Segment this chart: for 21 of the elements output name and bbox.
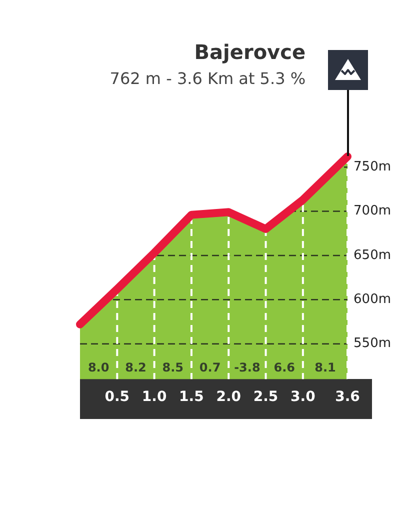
annotation: 8.2 (125, 360, 146, 374)
y-tick-label: 550m (354, 336, 392, 352)
x-tick-label: 3.0 (290, 389, 316, 406)
annotation: 8.1 (314, 360, 336, 374)
annotation: 8.5 (162, 360, 184, 374)
x-tick-label: 2.5 (253, 389, 278, 406)
y-tick-label: 600m (354, 292, 392, 308)
x-tick-label: 1.0 (142, 389, 167, 406)
annotation: -3.8 (234, 360, 260, 374)
annotation: 8.0 (88, 360, 110, 374)
x-tick-label: 3.6 (335, 389, 360, 406)
annotation: 0.7 (199, 360, 221, 374)
y-tick-label: 750m (354, 159, 392, 174)
x-tick-label: 2.0 (216, 389, 242, 406)
chart-subtitle: 762 m - 3.6 Km at 5.3 % (110, 69, 306, 89)
y-tick-label: 650m (354, 248, 392, 263)
annotation: 6.6 (274, 360, 295, 374)
x-tick-label: 0.5 (104, 389, 130, 406)
y-tick-label: 700m (354, 204, 392, 219)
x-tick-label: 1.5 (179, 389, 204, 406)
chart-title: Bajerovce (194, 40, 306, 64)
